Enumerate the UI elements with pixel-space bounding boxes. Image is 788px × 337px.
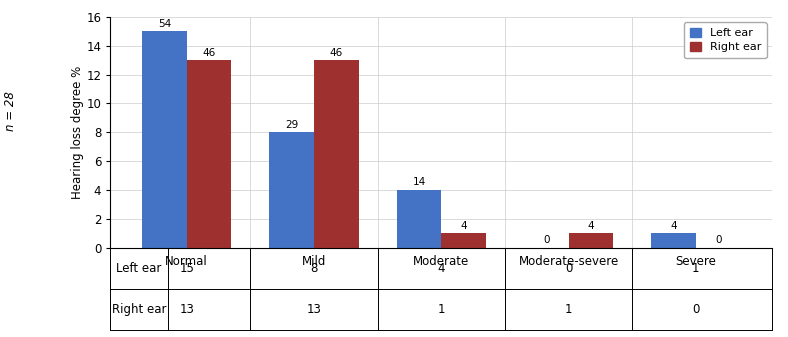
- Bar: [314, 60, 359, 248]
- Text: 1: 1: [437, 303, 445, 316]
- Text: 13: 13: [179, 303, 194, 316]
- Text: 0: 0: [715, 235, 721, 245]
- Text: 54: 54: [158, 19, 171, 29]
- Text: 15: 15: [179, 262, 194, 275]
- Text: 4: 4: [460, 221, 466, 231]
- Bar: [187, 60, 231, 248]
- Text: 13: 13: [307, 303, 322, 316]
- Text: n = 28: n = 28: [4, 91, 17, 131]
- Text: 1: 1: [565, 303, 572, 316]
- Text: Left ear: Left ear: [117, 262, 162, 275]
- Bar: [652, 233, 696, 248]
- Text: 8: 8: [310, 262, 318, 275]
- Bar: [396, 190, 441, 248]
- Bar: [142, 31, 187, 248]
- Text: 0: 0: [543, 235, 549, 245]
- Text: 4: 4: [588, 221, 594, 231]
- Text: 0: 0: [692, 303, 700, 316]
- Text: 4: 4: [671, 221, 677, 231]
- Text: 4: 4: [437, 262, 445, 275]
- Text: Right ear: Right ear: [112, 303, 166, 316]
- Text: 29: 29: [285, 120, 299, 130]
- Text: 14: 14: [412, 178, 426, 187]
- Bar: [269, 132, 314, 248]
- Text: 0: 0: [565, 262, 572, 275]
- Bar: [569, 233, 613, 248]
- Text: 46: 46: [329, 48, 343, 58]
- Y-axis label: Hearing loss degree %: Hearing loss degree %: [70, 66, 84, 199]
- Text: 1: 1: [692, 262, 700, 275]
- Bar: [441, 233, 486, 248]
- Legend: Left ear, Right ear: Left ear, Right ear: [684, 22, 767, 58]
- Text: 46: 46: [203, 48, 216, 58]
